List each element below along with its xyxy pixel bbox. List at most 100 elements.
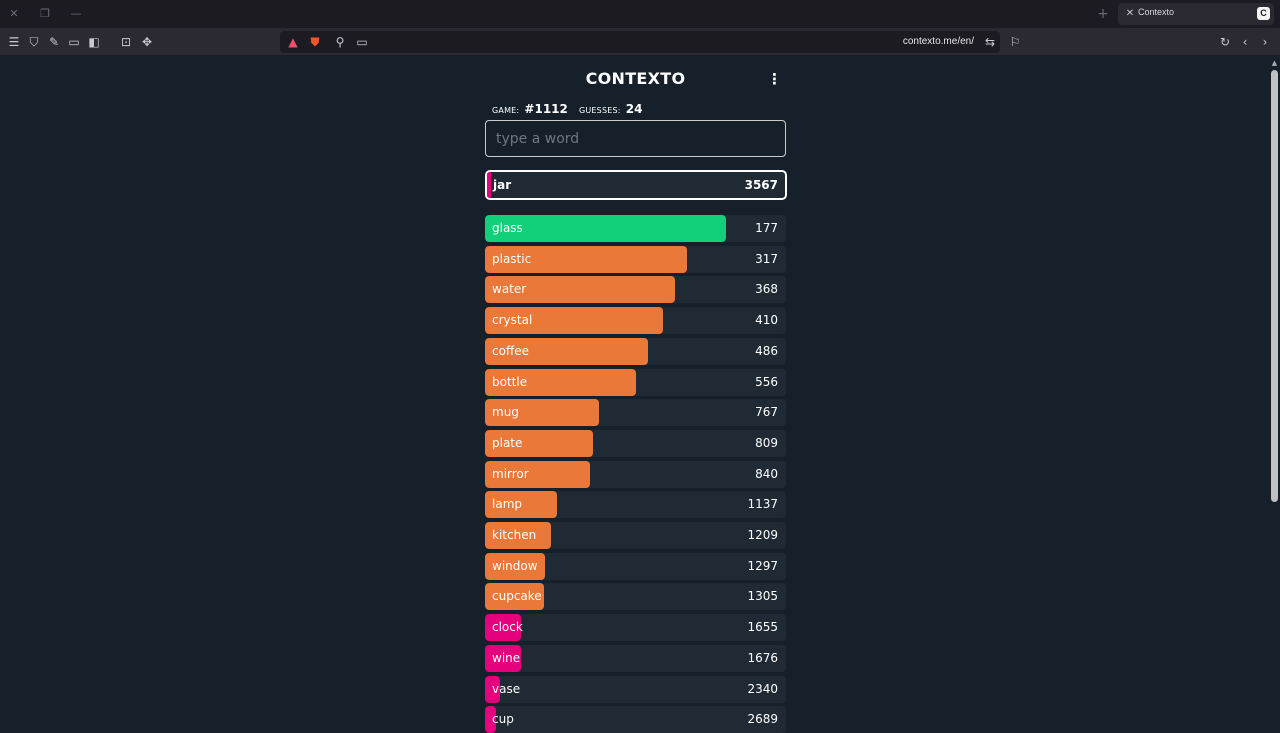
screenshot-icon[interactable]: ⊡: [120, 35, 132, 49]
guess-word: window: [492, 558, 538, 573]
menu-icon[interactable]: ☰: [8, 35, 20, 49]
scroll-up-icon[interactable]: ▲: [1271, 59, 1278, 67]
guess-bar: [485, 583, 544, 611]
guess-word: bottle: [492, 374, 528, 389]
guess-distance: 410: [755, 313, 778, 328]
last-guess-word: jar: [493, 178, 512, 192]
extension-icon[interactable]: ✥: [141, 35, 153, 49]
guess-distance: 368: [755, 282, 778, 297]
reload-icon[interactable]: ↻: [1219, 35, 1231, 49]
word-input[interactable]: [485, 120, 786, 157]
guess-row: bottle 556: [485, 368, 786, 396]
guess-bar: [485, 614, 521, 642]
tab-contexto[interactable]: ✕ Contexto C: [1118, 3, 1274, 25]
guess-bar: [485, 675, 500, 703]
guess-bar: [485, 215, 726, 242]
guess-distance: 2340: [747, 681, 778, 696]
guess-distance: 840: [755, 466, 778, 481]
last-guess-distance: 3567: [744, 178, 778, 192]
pip-icon[interactable]: ▭: [356, 35, 368, 49]
close-icon[interactable]: ✕: [9, 7, 19, 20]
pin-icon[interactable]: ✎: [48, 35, 60, 49]
guess-row: cupcake 1305: [485, 583, 786, 611]
last-guess-row: jar 3567: [485, 170, 787, 200]
guess-row: clock 1655: [485, 614, 786, 642]
guess-bar: [485, 368, 636, 396]
guess-bar: [485, 491, 557, 519]
guess-word: plate: [492, 435, 523, 450]
last-guess-bar: [487, 172, 491, 198]
new-tab-icon[interactable]: +: [1097, 6, 1109, 22]
guess-word: coffee: [492, 343, 529, 358]
brave-rewards-icon[interactable]: ▲: [288, 35, 298, 49]
guess-bar: [485, 460, 590, 488]
tab-bar: ✕ ❐ — + ✕ Contexto C: [0, 0, 1280, 28]
guess-row: glass 177: [485, 215, 786, 242]
scrollbar-thumb[interactable]: [1271, 70, 1278, 502]
guess-bar: [485, 644, 521, 672]
guess-word: clock: [492, 620, 523, 635]
guess-distance: 486: [755, 343, 778, 358]
guess-row: plastic 317: [485, 245, 786, 273]
guess-row: wine 1676: [485, 644, 786, 672]
guess-distance: 177: [755, 221, 778, 235]
guess-row: mirror 840: [485, 460, 786, 488]
guess-distance: 317: [755, 251, 778, 266]
guess-bar: [485, 552, 545, 580]
guess-word: cupcake: [492, 589, 542, 604]
url-text[interactable]: contexto.me/en/: [902, 36, 974, 47]
tab-close-icon[interactable]: ✕: [1125, 8, 1135, 19]
translate-icon[interactable]: ⚲: [335, 35, 345, 49]
guess-row: crystal 410: [485, 307, 786, 335]
guess-distance: 809: [755, 435, 778, 450]
brave-shields-icon[interactable]: ⛊: [310, 35, 320, 49]
browser-toolbar: ☰ ⛉ ✎ ▭ ◧ ⊡ ✥ ▲ ⛊ ⚲ ▭ contexto.me/en/ ⇆ …: [0, 28, 1280, 56]
guess-word: vase: [492, 681, 521, 696]
guess-row: mug 767: [485, 399, 786, 427]
guess-word: wine: [492, 650, 521, 665]
guess-word: mirror: [492, 466, 529, 481]
address-bar[interactable]: ▲ ⛊ ⚲ ▭ contexto.me/en/ ⇆: [280, 31, 1000, 53]
guess-row: water 368: [485, 276, 786, 304]
guesses-label: GUESSES:: [578, 106, 621, 115]
guess-row: plate 809: [485, 429, 786, 457]
guess-row: kitchen 1209: [485, 522, 786, 549]
game-label: GAME:: [492, 106, 520, 115]
shield-icon[interactable]: ⛉: [29, 35, 39, 49]
guess-bar: [485, 245, 687, 273]
back-icon[interactable]: ‹: [1242, 35, 1248, 49]
minimize-icon[interactable]: —: [70, 7, 82, 20]
guess-bar: [485, 429, 593, 457]
restore-icon[interactable]: ❐: [40, 7, 50, 20]
site-settings-icon[interactable]: ⇆: [984, 35, 996, 49]
more-options-icon[interactable]: ⋮: [767, 70, 782, 88]
guess-distance: 1305: [747, 589, 778, 604]
guess-word: water: [492, 282, 527, 297]
guess-bar: [485, 307, 663, 335]
sidebar-icon[interactable]: ◧: [88, 35, 100, 49]
tab-title: Contexto: [1138, 7, 1175, 17]
favicon-icon: C: [1257, 7, 1270, 20]
guess-distance: 1676: [747, 650, 778, 665]
guess-distance: 1297: [747, 558, 778, 573]
game-info: GAME: #1112 GUESSES: 24: [492, 98, 648, 117]
guess-bar: [485, 399, 599, 427]
guess-distance: 767: [755, 405, 778, 420]
guess-bar: [485, 276, 675, 304]
guess-distance: 1655: [747, 620, 778, 635]
tabs-icon[interactable]: ▭: [68, 35, 80, 49]
guess-row: coffee 486: [485, 337, 786, 365]
guess-distance: 1137: [747, 497, 778, 512]
guess-distance: 2689: [747, 712, 778, 727]
guess-word: glass: [492, 221, 523, 235]
page-title: CONTEXTO: [585, 69, 686, 88]
bookmark-icon[interactable]: ⚐: [1009, 35, 1021, 49]
guess-row: lamp 1137: [485, 491, 786, 519]
guess-row: vase 2340: [485, 675, 786, 703]
guesses-count: 24: [625, 102, 643, 116]
forward-icon[interactable]: ›: [1262, 35, 1268, 49]
game-number: #1112: [524, 102, 568, 116]
guess-distance: 556: [755, 374, 778, 389]
guess-bar: [485, 522, 551, 549]
guess-word: kitchen: [492, 528, 537, 542]
